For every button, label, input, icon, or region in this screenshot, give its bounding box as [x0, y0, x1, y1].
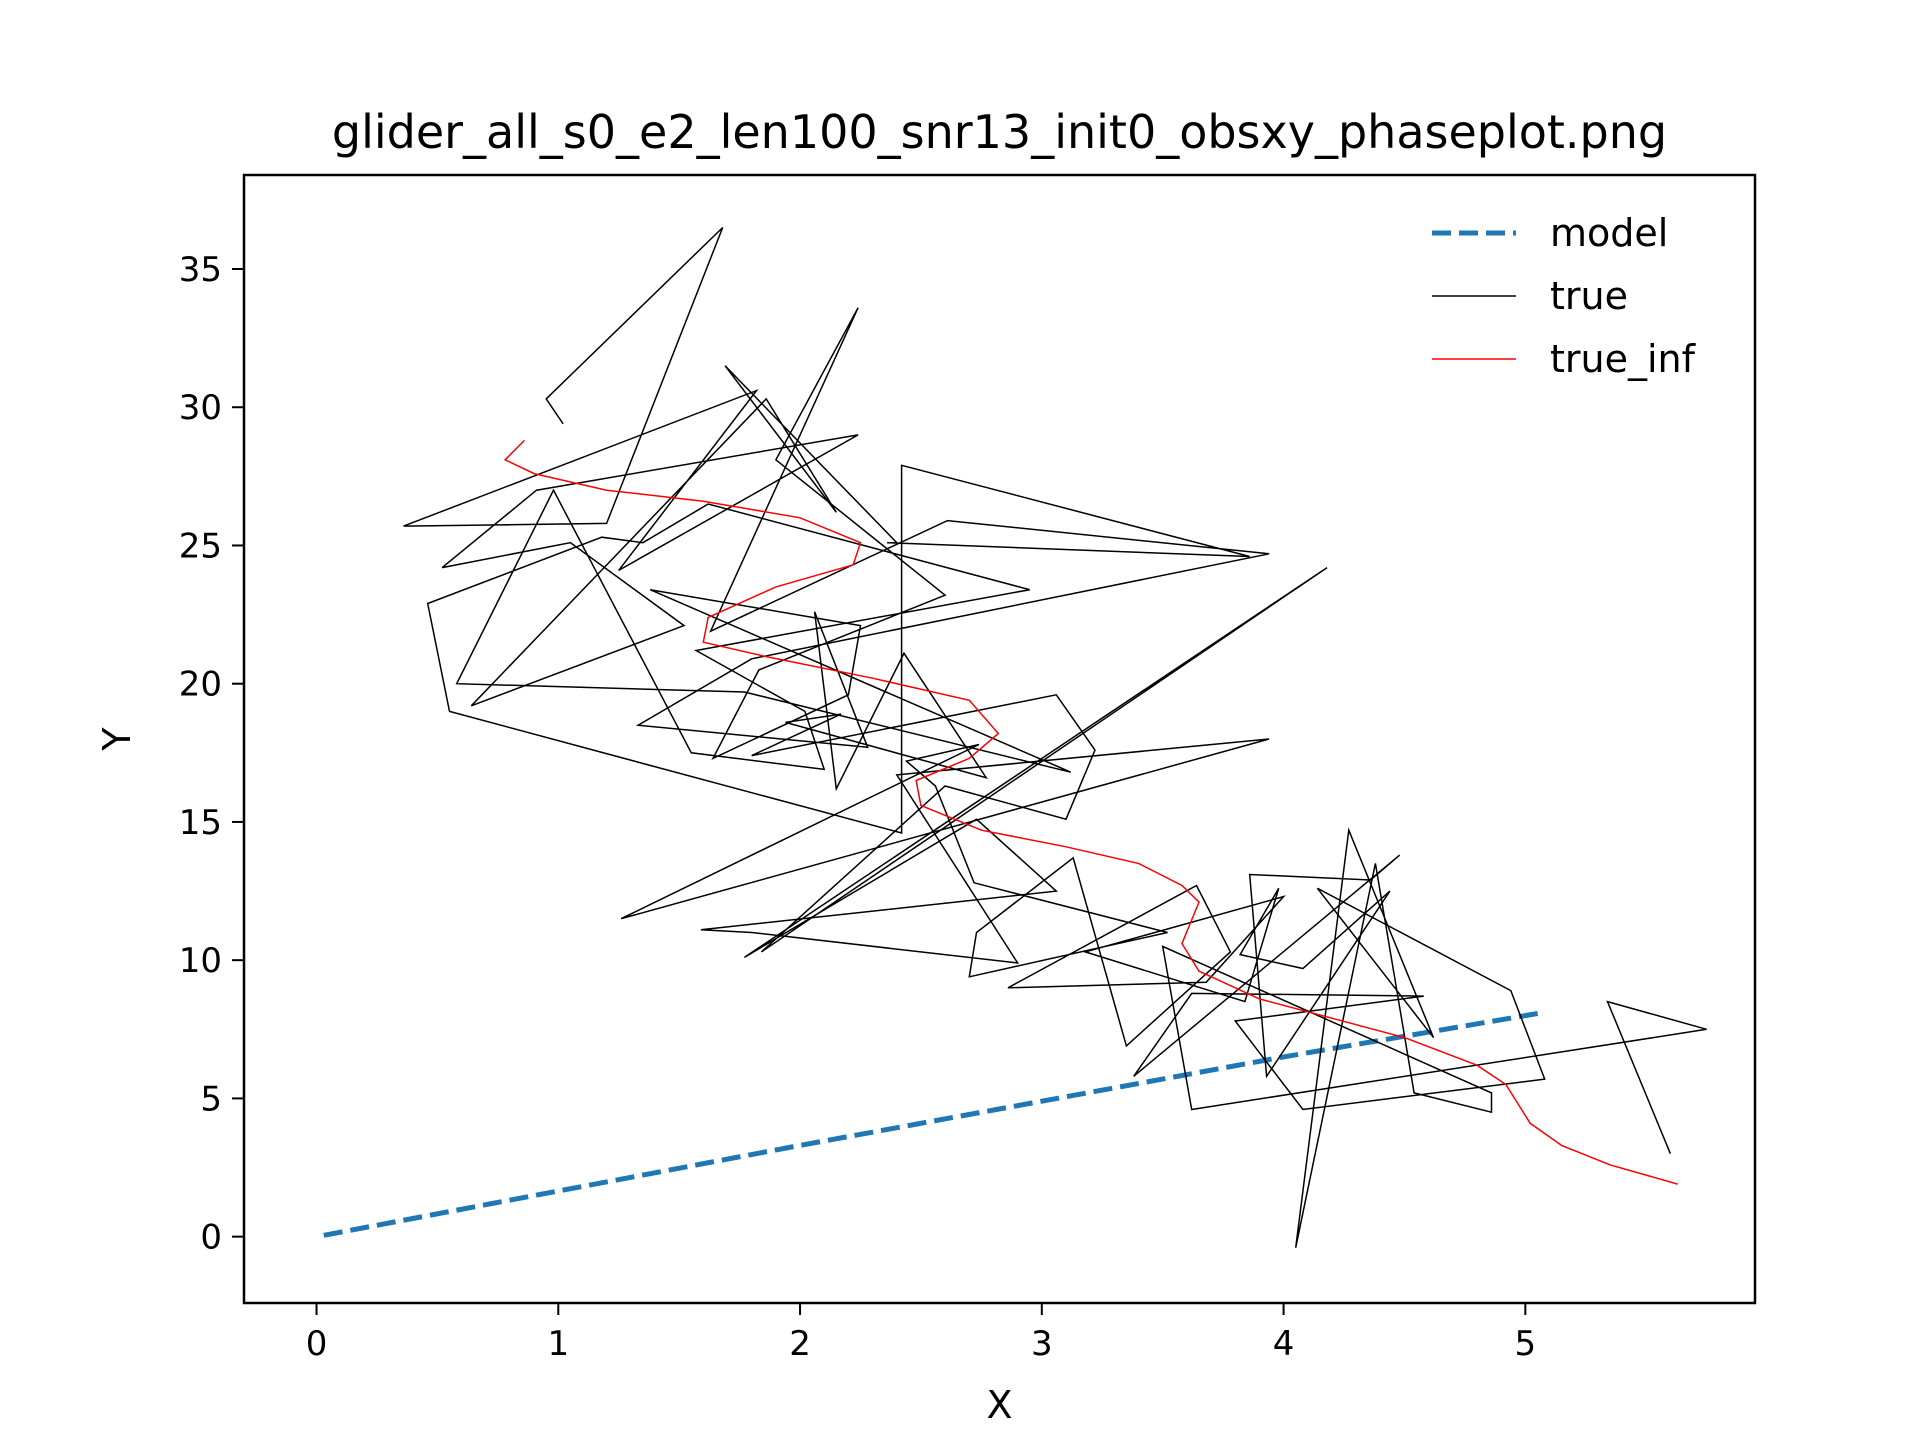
y-tick-label: 15: [179, 803, 222, 843]
plot-frame: [242, 173, 1757, 1305]
x-tick-label: 4: [1273, 1324, 1295, 1364]
legend-label: true: [1550, 274, 1628, 318]
y-axis: 0 5 10 15 20 25 30 35: [179, 250, 244, 1258]
legend-item-model: model: [1432, 211, 1668, 255]
chart-title: glider_all_s0_e2_len100_snr13_init0_obsx…: [332, 105, 1667, 159]
y-tick-label: 0: [200, 1218, 222, 1258]
series-line-true: [403, 226, 1707, 1248]
series-line-true-inf: [503, 439, 1678, 1185]
x-tick-label: 5: [1515, 1324, 1537, 1364]
y-axis-label: Y: [95, 727, 139, 752]
x-tick-label: 3: [1031, 1324, 1053, 1364]
series-line-model: [323, 1010, 1543, 1238]
x-tick-label: 1: [547, 1324, 569, 1364]
y-tick-label: 5: [200, 1079, 222, 1119]
legend-item-true-inf: true_inf: [1432, 337, 1697, 381]
series-group: [323, 226, 1707, 1248]
y-tick-label: 10: [179, 941, 222, 981]
y-tick-label: 30: [179, 388, 222, 428]
x-tick-label: 0: [306, 1324, 328, 1364]
legend-label: model: [1550, 211, 1668, 255]
legend-item-true: true: [1432, 274, 1628, 318]
legend-label: true_inf: [1550, 337, 1697, 381]
x-axis-label: X: [986, 1383, 1012, 1427]
x-axis: 0 1 2 3 4 5: [306, 1303, 1536, 1364]
y-tick-label: 35: [179, 250, 222, 290]
plot-area: [242, 173, 1757, 1305]
x-tick-label: 2: [789, 1324, 811, 1364]
legend: model true true_inf: [1432, 211, 1697, 381]
y-tick-label: 20: [179, 665, 222, 705]
y-tick-label: 25: [179, 526, 222, 566]
